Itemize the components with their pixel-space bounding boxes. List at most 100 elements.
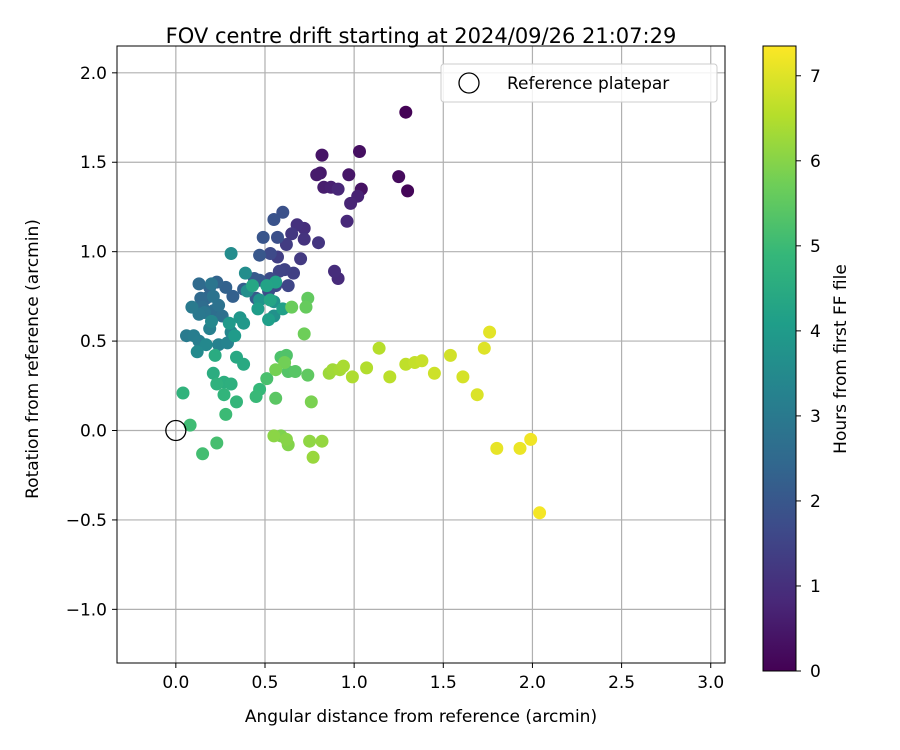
data-point [288, 365, 302, 378]
data-point [230, 395, 243, 409]
data-point [210, 436, 224, 450]
data-point [340, 214, 354, 228]
data-point [278, 356, 292, 369]
data-point [228, 329, 242, 343]
colorbar-gradient [762, 45, 797, 672]
data-point [297, 232, 311, 246]
data-point [456, 370, 470, 384]
data-point [279, 238, 293, 251]
data-point [399, 105, 413, 119]
data-point [490, 441, 504, 455]
data-point [415, 354, 429, 368]
reference-point-marker [165, 419, 187, 442]
data-point [208, 348, 222, 362]
legend-reference-marker [458, 72, 480, 94]
data-point [312, 236, 325, 250]
data-point [294, 252, 308, 266]
data-point [301, 368, 315, 382]
colorbar-tick-label: 1 [810, 577, 821, 597]
data-point [185, 300, 199, 314]
data-point [219, 407, 233, 421]
data-point [360, 361, 374, 375]
data-point [237, 357, 251, 371]
data-point [401, 184, 415, 198]
x-tick-label: 2.0 [519, 673, 546, 693]
legend-label: Reference platepar [507, 74, 669, 94]
colorbar-tick-label: 0 [810, 662, 821, 682]
data-point [196, 447, 210, 461]
y-tick-label: 2.0 [80, 64, 107, 84]
data-point [344, 196, 358, 210]
data-point [206, 366, 220, 380]
data-point [224, 247, 238, 260]
data-point [267, 213, 281, 226]
data-point [303, 434, 317, 448]
data-point [299, 300, 313, 314]
data-point [206, 289, 220, 303]
data-point [269, 391, 283, 405]
data-point [260, 279, 274, 293]
data-point [276, 205, 290, 219]
data-point [483, 325, 497, 339]
x-tick-label: 3.0 [697, 673, 724, 693]
y-tick-label: 0.0 [80, 422, 107, 442]
x-axis-label: Angular distance from reference (arcmin) [245, 707, 597, 727]
data-point [271, 230, 284, 244]
data-point [279, 432, 293, 446]
data-point [199, 338, 213, 352]
data-point [256, 230, 270, 244]
y-axis-label: Rotation from reference (arcmin) [23, 219, 43, 499]
y-tick-label: 1.5 [80, 153, 107, 173]
y-tick-label: −1.0 [66, 600, 107, 620]
colorbar-tick-label: 5 [810, 237, 821, 257]
colorbar-tick-label: 7 [810, 67, 821, 87]
colorbar-tick-label: 3 [810, 407, 821, 427]
x-tick-label: 1.5 [430, 673, 457, 693]
data-point [237, 316, 251, 330]
data-point [297, 327, 311, 341]
data-point [238, 266, 252, 280]
data-point [372, 341, 386, 355]
colorbar-ticks: 0 1 2 3 4 5 6 7 [796, 67, 821, 682]
data-point [383, 370, 397, 384]
colorbar-tick-label: 2 [810, 492, 821, 512]
data-point [217, 388, 231, 402]
data-point [251, 302, 265, 316]
data-point [342, 168, 356, 182]
data-point [176, 386, 190, 400]
data-point [224, 377, 238, 391]
data-point [267, 429, 281, 443]
data-point [470, 388, 484, 402]
data-point [285, 300, 299, 314]
y-tick-label: 1.0 [80, 243, 107, 263]
y-tick-label: −0.5 [66, 511, 107, 531]
data-point [249, 390, 263, 403]
data-point [524, 432, 538, 446]
colorbar-tick-label: 4 [810, 322, 821, 342]
data-point [205, 314, 218, 328]
data-point [263, 247, 277, 260]
x-tick-label: 2.5 [608, 673, 635, 693]
data-point [315, 148, 329, 162]
data-points [165, 105, 547, 520]
data-point [262, 313, 276, 327]
data-point [336, 359, 350, 373]
x-tick-label: 1.0 [341, 673, 368, 693]
data-point [192, 277, 206, 291]
legend-box [440, 63, 718, 103]
data-point [533, 506, 547, 520]
data-point [345, 370, 359, 384]
data-point [210, 377, 224, 391]
legend: Reference platepar [440, 63, 718, 103]
data-point [263, 293, 277, 307]
data-point [246, 279, 259, 293]
data-point [226, 289, 240, 303]
data-point [272, 264, 286, 278]
data-point [304, 395, 318, 409]
colorbar-label: Hours from first FF file [831, 264, 851, 454]
x-tick-label: 0.0 [162, 673, 189, 693]
data-point [310, 168, 324, 182]
data-point [477, 341, 491, 355]
data-point [306, 450, 320, 464]
